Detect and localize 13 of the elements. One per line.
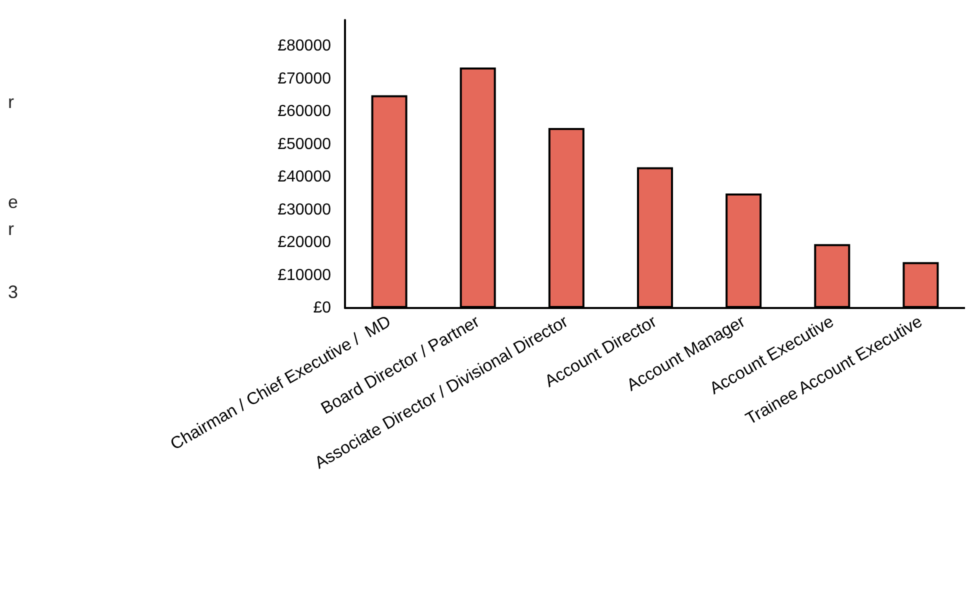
y-tick-label: £50000 [278,136,332,153]
y-tick-label: £60000 [278,103,332,120]
y-tick-label: £0 [313,300,332,316]
text: 3 [8,282,18,302]
y-tick-label: £20000 [278,234,332,252]
text: r [8,92,14,112]
y-tick-label: £10000 [278,266,332,284]
y-tick-label: £70000 [278,70,332,88]
text: r [8,219,14,239]
y-tick-label: £80000 [278,38,332,55]
y-tick-label: £40000 [278,168,332,186]
y-tick-label: £30000 [278,201,332,218]
text: e [8,192,18,212]
